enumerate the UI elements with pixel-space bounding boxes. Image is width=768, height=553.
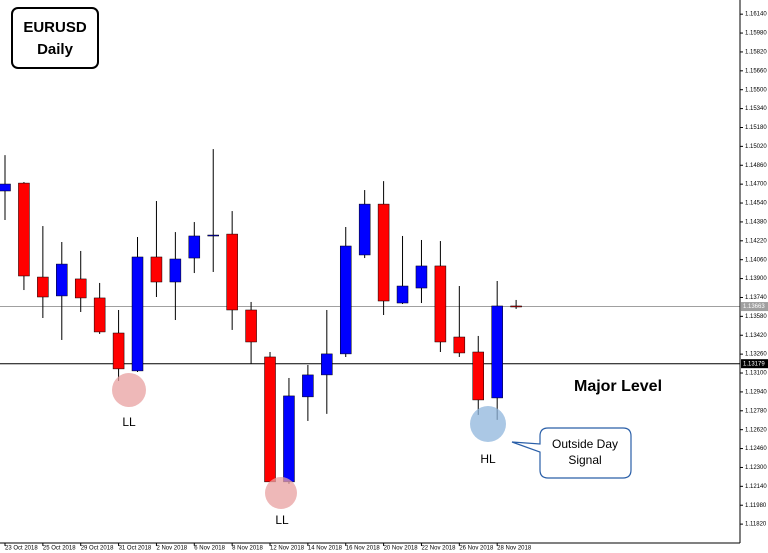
low-marker	[470, 406, 506, 442]
y-tick-label: 1.14060	[745, 257, 767, 263]
price-label: 1.13179	[743, 361, 765, 367]
candle-body	[264, 356, 276, 483]
low-marker	[265, 477, 297, 509]
candle-body	[150, 256, 163, 283]
candle-body	[74, 278, 87, 299]
x-tick-label: 31 Oct 2018	[119, 546, 152, 552]
y-tick-label: 1.14860	[745, 163, 767, 169]
candle-body	[472, 351, 484, 401]
price-label-box	[741, 359, 768, 369]
y-tick-label: 1.12140	[745, 484, 767, 490]
candle-body	[131, 256, 144, 372]
x-tick-label: 22 Nov 2018	[421, 546, 456, 552]
y-tick-label: 1.12620	[745, 427, 767, 433]
y-tick-label: 1.15980	[745, 31, 767, 37]
candle-body	[415, 265, 428, 289]
y-tick-label: 1.13900	[745, 276, 767, 282]
y-tick-label: 1.14380	[745, 219, 767, 225]
y-tick-label: 1.15820	[745, 50, 767, 56]
price-label: 1.13663	[743, 304, 765, 310]
candle-body	[37, 276, 49, 298]
y-tick-label: 1.15500	[745, 87, 767, 93]
price-label-box	[741, 302, 768, 312]
x-tick-label: 8 Nov 2018	[232, 546, 263, 552]
candle-body	[491, 305, 503, 399]
candle-body	[188, 235, 201, 259]
y-tick-label: 1.16140	[745, 12, 767, 18]
x-tick-label: 2 Nov 2018	[156, 546, 187, 552]
candle-body	[93, 297, 106, 333]
candle-body	[245, 309, 257, 343]
x-tick-label: 23 Oct 2018	[5, 546, 38, 552]
y-tick-label: 1.14220	[745, 238, 767, 244]
annotation: HL	[480, 452, 496, 466]
candle-body	[112, 332, 125, 370]
candle-body	[302, 374, 314, 398]
low-marker	[112, 373, 146, 407]
y-tick-label: 1.15180	[745, 125, 767, 131]
y-tick-label: 1.13420	[745, 333, 767, 339]
annotation: LL	[122, 415, 136, 429]
candle-body	[169, 258, 182, 283]
x-tick-label: 14 Nov 2018	[308, 546, 343, 552]
y-tick-label: 1.12300	[745, 465, 767, 471]
y-tick-label: 1.11980	[745, 503, 767, 509]
y-tick-label: 1.13100	[745, 371, 767, 377]
x-tick-label: 20 Nov 2018	[384, 546, 419, 552]
y-tick-label: 1.14540	[745, 201, 767, 207]
candle-body	[453, 336, 466, 354]
y-tick-label: 1.13740	[745, 295, 767, 301]
x-tick-label: 25 Oct 2018	[43, 546, 76, 552]
plot	[0, 13, 743, 525]
y-tick-label: 1.11820	[745, 522, 767, 528]
annotation: LL	[275, 513, 289, 527]
y-tick-label: 1.14700	[745, 182, 767, 188]
candle-body	[283, 395, 295, 483]
annotation: Signal	[568, 453, 601, 467]
x-tick-label: 16 Nov 2018	[346, 546, 381, 552]
annotation: Major Level	[574, 378, 662, 395]
candle-body	[339, 245, 352, 355]
x-tick-label: 26 Nov 2018	[459, 546, 494, 552]
y-tick-label: 1.15340	[745, 106, 767, 112]
x-tick-label: 28 Nov 2018	[497, 546, 532, 552]
y-tick-label: 1.12780	[745, 408, 767, 414]
candle-body	[434, 265, 447, 343]
candle-body	[56, 263, 68, 297]
y-tick-label: 1.12940	[745, 389, 767, 395]
candle-body	[377, 203, 390, 302]
callout	[511, 427, 632, 479]
annotation: Outside Day	[552, 437, 618, 451]
candle-body	[358, 203, 371, 256]
candle-body	[226, 233, 238, 311]
y-tick-label: 1.13260	[745, 352, 767, 358]
chart-title: EURUSD	[23, 19, 87, 36]
candle-body	[510, 305, 522, 308]
chart-subtitle: Daily	[37, 41, 74, 58]
y-tick-label: 1.15020	[745, 144, 767, 150]
y-tick-label: 1.15660	[745, 68, 767, 74]
x-tick-label: 12 Nov 2018	[270, 546, 305, 552]
title-box	[11, 7, 99, 69]
candle-body	[207, 234, 219, 237]
x-tick-label: 29 Oct 2018	[81, 546, 114, 552]
candle-body	[396, 285, 409, 304]
candle-body	[18, 182, 30, 277]
candle-body	[321, 353, 333, 376]
y-tick-label: 1.12460	[745, 446, 767, 452]
candle-body	[0, 183, 11, 192]
x-tick-label: 6 Nov 2018	[194, 546, 225, 552]
y-tick-label: 1.13580	[745, 314, 767, 320]
